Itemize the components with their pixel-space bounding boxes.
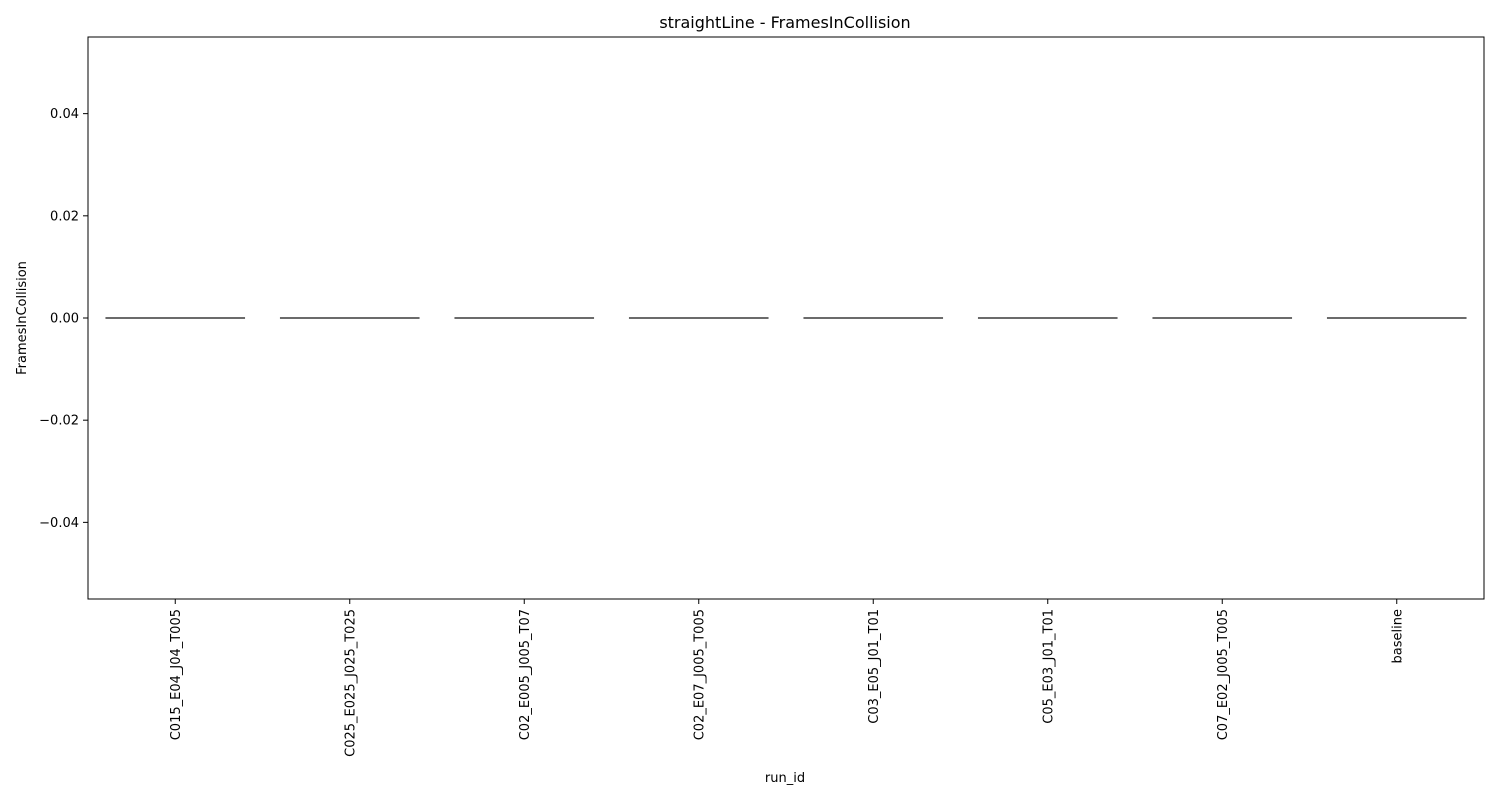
y-tick-label: 0.04 xyxy=(50,107,79,122)
x-tick-label: C02_E005_J005_T07 xyxy=(518,609,533,740)
y-tick-label: 0.02 xyxy=(50,209,79,224)
x-tick-label: C07_E02_J005_T005 xyxy=(1216,609,1231,740)
x-tick-label: C03_E05_J01_T01 xyxy=(867,609,882,724)
x-tick-label: baseline xyxy=(1390,609,1405,663)
y-tick-label: −0.02 xyxy=(39,414,79,429)
x-tick-label: C02_E07_J005_T005 xyxy=(692,609,707,740)
x-tick-label: C025_E025_J025_T025 xyxy=(343,609,358,757)
x-tick-label: C05_E03_J01_T01 xyxy=(1041,609,1056,724)
chart-title: straightLine - FramesInCollision xyxy=(659,13,910,32)
y-tick-label: −0.04 xyxy=(39,516,79,531)
x-axis-label: run_id xyxy=(765,771,805,786)
x-axis: C015_E04_J04_T005 C025_E025_J025_T025 C02_… xyxy=(169,599,1405,757)
y-tick-label: 0.00 xyxy=(50,312,79,327)
x-tick-label: C015_E04_J04_T005 xyxy=(169,609,184,740)
y-axis-label: FramesInCollision xyxy=(15,261,30,375)
y-axis: −0.04 −0.02 0.00 0.02 0.04 xyxy=(39,107,88,531)
